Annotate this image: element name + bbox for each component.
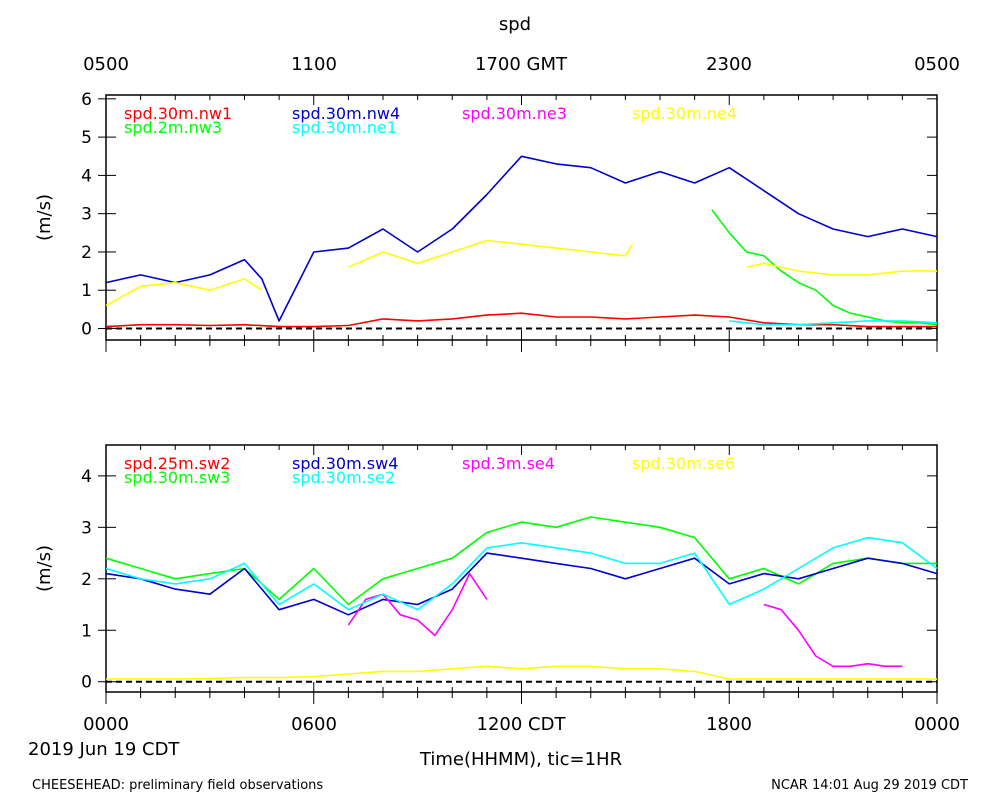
bottom-tick-label: 1800 [706,714,752,735]
footer-right: NCAR 14:01 Aug 29 2019 CDT [771,778,968,793]
plot-frame [105,444,938,693]
y-tick-label: 1 [81,621,92,641]
y-tick-label: 0 [81,320,92,340]
series-line-spd-30m-sw4 [105,552,938,616]
legend-entry: spd.30m.se6 [632,454,735,473]
series-line-spd-30m-se6 [106,665,937,680]
series-line-spd-2m-nw3 [711,209,938,326]
bottom-tick-label: 0000 [914,714,960,735]
x-axis-label: Time(HHMM), tic=1HR [419,749,622,770]
y-tick-label: 3 [81,518,92,538]
top-tick-label: 0500 [914,54,960,75]
y-tick-label: 5 [81,128,92,148]
footer-left: CHEESEHEAD: preliminary field observatio… [32,778,323,793]
legend-entry: spd.30m.ne4 [632,104,737,123]
y-tick-label: 1 [81,281,92,301]
chart-title: spd [499,14,531,35]
series-line-spd-30m-ne4 [105,239,937,307]
date-label: 2019 Jun 19 CDT [28,739,180,760]
legend-entry: spd.30m.ne1 [292,118,397,137]
bottom-tick-label: 0000 [83,714,129,735]
y-tick-label: 6 [81,90,92,110]
y-axis-label: (m/s) [34,194,55,241]
y-tick-label: 4 [81,166,92,186]
top-tick-label: 2300 [706,54,752,75]
legend-entry: spd.25m.sw2 [124,454,230,473]
legend-entry: spd.30m.nw4 [292,104,400,123]
legend-entry: spd.30m.sw4 [292,454,398,473]
legend-entry: spd.30m.ne3 [462,104,567,123]
bottom-tick-label: 0600 [291,714,337,735]
legend-entry: spd.2m.nw3 [124,118,222,137]
plot-frame [105,94,938,341]
series-line-spd-30m-ne1 [729,320,938,326]
y-tick-label: 0 [81,673,92,693]
top-tick-label: 1700 GMT [475,54,568,75]
legend-entry: spd.30m.sw3 [124,468,230,487]
legend-entry: spd.30m.se2 [292,468,395,487]
y-tick-label: 4 [81,467,92,487]
series-line-spd-3m-se4 [347,572,903,668]
series-line-spd-30m-se2 [105,536,938,611]
legend-entry: spd.30m.nw1 [124,104,232,123]
y-tick-label: 3 [81,205,92,225]
y-tick-label: 2 [81,570,92,590]
y-axis-label: (m/s) [34,545,55,592]
y-tick-label: 2 [81,243,92,263]
bottom-tick-label: 1200 CDT [477,714,567,735]
legend-entry: spd.3m.se4 [462,454,555,473]
series-line-spd-30m-nw4 [105,155,938,322]
top-tick-label: 0500 [83,54,129,75]
top-tick-label: 1100 [291,54,337,75]
